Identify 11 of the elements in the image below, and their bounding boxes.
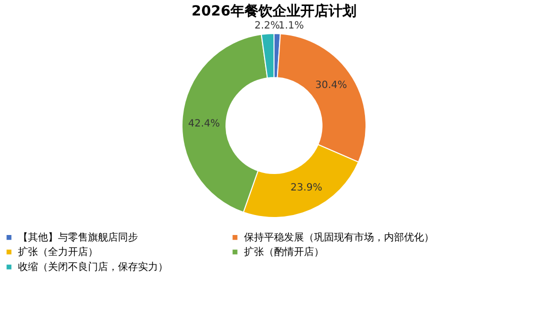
legend-label: 保持平稳发展（巩固现有市场，内部优化） [244, 231, 434, 244]
legend-label: 收缩（关闭不良门店，保存实力） [18, 261, 168, 273]
data-label: 30.4% [315, 80, 348, 92]
data-label: 2.2% [254, 20, 280, 32]
legend-label: 扩张（酌情开店） [244, 246, 324, 258]
legend-label: 【其他】与零售旗舰店同步 [18, 231, 138, 244]
data-label: 23.9% [290, 182, 322, 194]
legend-label: 扩张（全力开店） [18, 246, 98, 258]
data-label: 42.4% [188, 118, 220, 130]
chart-title: 2026年餐饮企业开店计划 [192, 2, 356, 20]
data-label: 1.1% [278, 20, 304, 32]
